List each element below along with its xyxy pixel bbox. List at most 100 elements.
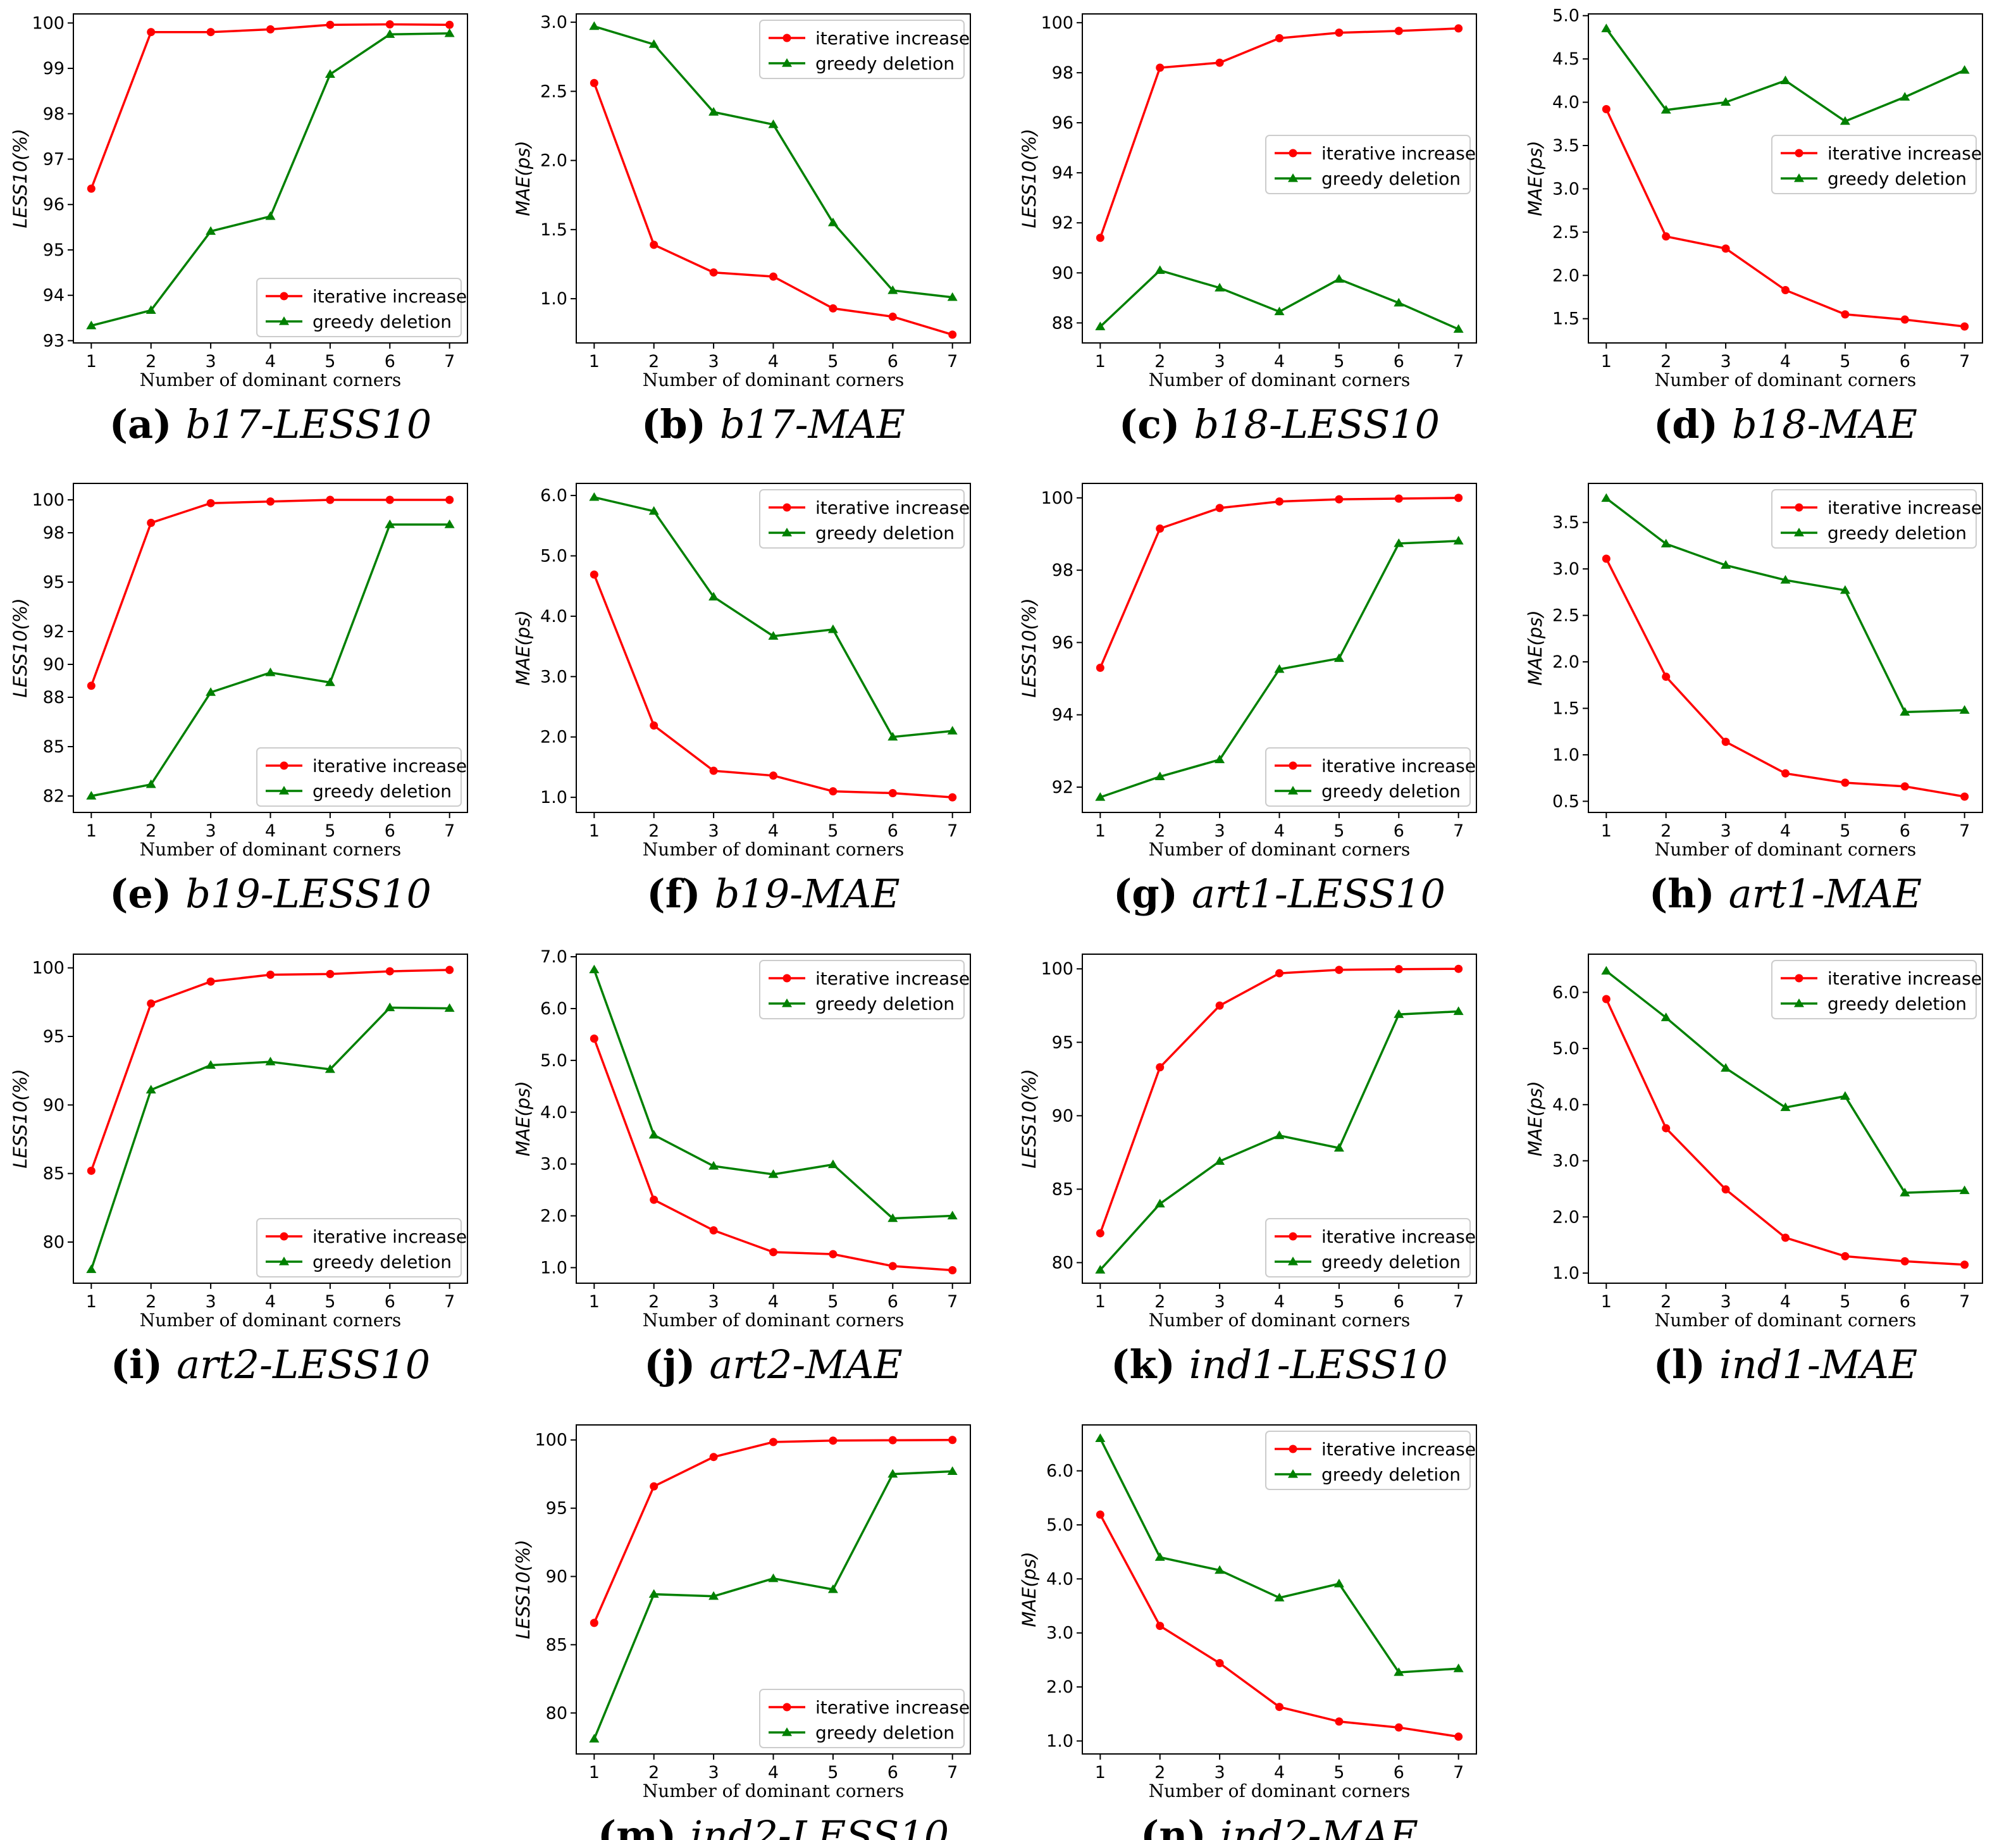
panel-caption: (m) ind2-LESS10 — [598, 1812, 949, 1840]
point-greedy-deletion — [385, 1002, 395, 1012]
point-iterative-increase — [1096, 233, 1104, 242]
y-axis-label: LESS10(%) — [1018, 1069, 1040, 1168]
point-iterative-increase — [1781, 1233, 1790, 1242]
point-greedy-deletion — [265, 1057, 276, 1066]
y-tick-label: 3.0 — [540, 667, 567, 687]
x-tick-label: 2 — [1660, 352, 1671, 371]
x-tick-label: 5 — [1840, 352, 1850, 371]
point-iterative-increase — [1215, 1659, 1224, 1668]
x-tick-label: 4 — [768, 352, 779, 371]
x-tick-label: 7 — [947, 821, 958, 841]
point-greedy-deletion — [444, 28, 455, 37]
point-greedy-deletion — [1215, 1565, 1225, 1574]
y-tick-label: 100 — [1041, 13, 1073, 33]
point-iterative-increase — [1215, 504, 1224, 513]
x-tick-label: 2 — [145, 821, 156, 841]
x-tick-label: 7 — [1959, 352, 1970, 371]
point-greedy-deletion — [1900, 707, 1910, 716]
point-greedy-deletion — [1601, 966, 1612, 975]
point-iterative-increase — [948, 793, 957, 802]
point-greedy-deletion — [1394, 1009, 1404, 1018]
panel-caption: (n) ind2-MAE — [1141, 1812, 1418, 1840]
y-axis-label: LESS10(%) — [512, 1539, 534, 1639]
panel-art2-less10: 1 2 3 4 5 6 7 80 85 90 95 100 Number of dominant cor… — [9, 954, 468, 1388]
x-tick-label: 4 — [265, 352, 276, 371]
point-greedy-deletion — [1601, 493, 1612, 502]
x-tick-label: 6 — [385, 352, 395, 371]
y-tick-label: 4.0 — [1046, 1569, 1073, 1589]
point-greedy-deletion — [648, 506, 659, 515]
point-iterative-increase — [1900, 1257, 1909, 1265]
point-greedy-deletion — [385, 519, 395, 528]
legend-marker — [1288, 173, 1298, 182]
point-greedy-deletion — [768, 119, 779, 128]
point-iterative-increase — [1335, 495, 1344, 504]
point-iterative-increase — [1335, 28, 1344, 37]
point-greedy-deletion — [1274, 1130, 1285, 1140]
point-greedy-deletion — [708, 1591, 719, 1600]
point-greedy-deletion — [1601, 23, 1612, 32]
point-iterative-increase — [888, 788, 897, 797]
point-iterative-increase — [87, 184, 96, 193]
point-greedy-deletion — [206, 226, 216, 235]
point-greedy-deletion — [206, 687, 216, 696]
point-greedy-deletion — [1840, 1091, 1850, 1100]
y-tick-label: 93 — [43, 331, 65, 351]
y-tick-label: 5.0 — [1552, 1039, 1580, 1059]
x-tick-label: 6 — [887, 1292, 898, 1312]
panel-caption: (l) ind1-MAE — [1654, 1341, 1918, 1388]
legend-marker — [1288, 1257, 1298, 1265]
y-tick-label: 2.5 — [1552, 223, 1580, 242]
x-tick-label: 6 — [1900, 352, 1910, 371]
x-tick-label: 1 — [1601, 821, 1612, 841]
x-tick-label: 2 — [648, 1763, 659, 1782]
point-greedy-deletion — [648, 1129, 659, 1139]
y-tick-label: 96 — [43, 195, 65, 214]
x-axis-label: Number of dominant corners — [643, 370, 904, 390]
x-tick-label: 2 — [1154, 1763, 1165, 1782]
point-greedy-deletion — [887, 1469, 898, 1478]
point-iterative-increase — [948, 1436, 957, 1445]
legend-label: iterative increase — [312, 286, 467, 307]
y-tick-label: 3.5 — [1552, 513, 1580, 533]
x-tick-label: 2 — [1154, 352, 1165, 371]
y-tick-label: 97 — [43, 150, 65, 170]
legend-box — [759, 1689, 965, 1748]
legend-box — [1265, 747, 1471, 807]
x-tick-label: 3 — [1215, 1292, 1225, 1312]
legend-label: iterative increase — [1321, 1226, 1476, 1247]
point-greedy-deletion — [1721, 97, 1731, 106]
legend-label: iterative increase — [815, 1697, 970, 1718]
point-iterative-increase — [709, 1453, 718, 1462]
x-tick-label: 4 — [768, 821, 779, 841]
legend-marker — [1794, 528, 1804, 537]
point-greedy-deletion — [1215, 283, 1225, 292]
point-iterative-increase — [948, 1266, 957, 1275]
x-tick-label: 5 — [1333, 1763, 1344, 1782]
point-greedy-deletion — [86, 320, 97, 330]
x-tick-label: 5 — [1333, 821, 1344, 841]
point-greedy-deletion — [768, 631, 779, 640]
legend-box — [759, 489, 965, 549]
y-tick-label: 6.0 — [540, 999, 567, 1019]
y-tick-label: 90 — [1052, 1106, 1073, 1126]
legend: iterative increase greedy deletion — [759, 20, 970, 79]
point-greedy-deletion — [86, 1264, 97, 1273]
legend-box — [759, 960, 965, 1019]
x-tick-label: 1 — [86, 821, 97, 841]
legend-box — [1771, 489, 1977, 549]
y-tick-label: 7.0 — [540, 947, 567, 967]
point-greedy-deletion — [1721, 1063, 1731, 1072]
legend-label: greedy deletion — [1321, 1464, 1461, 1485]
legend: iterative increase greedy deletion — [1771, 960, 1982, 1019]
x-axis-label: Number of dominant corners — [1655, 839, 1916, 860]
point-greedy-deletion — [947, 1466, 958, 1475]
point-greedy-deletion — [1453, 1006, 1464, 1016]
y-tick-label: 96 — [1052, 113, 1073, 133]
y-tick-label: 98 — [1052, 63, 1073, 83]
point-iterative-increase — [888, 1436, 897, 1445]
x-tick-label: 4 — [768, 1763, 779, 1782]
y-tick-label: 2.0 — [1552, 1207, 1580, 1227]
point-iterative-increase — [1960, 322, 1969, 331]
point-greedy-deletion — [1154, 1552, 1165, 1561]
